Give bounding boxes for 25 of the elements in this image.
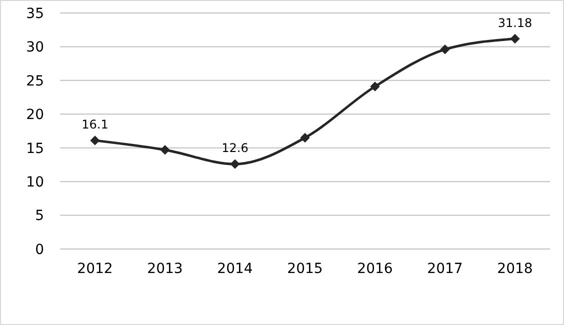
- x-tick-label: 2018: [497, 261, 533, 277]
- y-tick-label: 20: [26, 107, 44, 124]
- point: [230, 159, 240, 169]
- y-tick-label: 10: [26, 174, 44, 190]
- y-tick-label: 5: [35, 208, 44, 224]
- point: [160, 145, 170, 155]
- point: [300, 132, 310, 143]
- data-label: 31.18: [498, 16, 532, 30]
- x-tick-label: 2016: [357, 261, 393, 277]
- point: [90, 136, 100, 146]
- point: [370, 82, 380, 92]
- y-tick-label: 25: [26, 73, 44, 90]
- x-tick-label: 2012: [77, 261, 113, 277]
- data-label: 12.6: [222, 141, 248, 156]
- y-tick-label: 30: [26, 40, 44, 56]
- y-tick-label: 15: [26, 140, 44, 157]
- x-tick-label: 2013: [147, 261, 183, 277]
- y-tick-label: 0: [35, 242, 44, 258]
- data-label: 16.1: [82, 117, 108, 132]
- y-tick-label: 35: [26, 6, 44, 22]
- x-tick-label: 2017: [427, 261, 463, 277]
- x-tick-label: 2014: [217, 261, 253, 277]
- point: [440, 44, 450, 54]
- x-tick-label: 2015: [287, 261, 323, 277]
- point: [510, 34, 520, 44]
